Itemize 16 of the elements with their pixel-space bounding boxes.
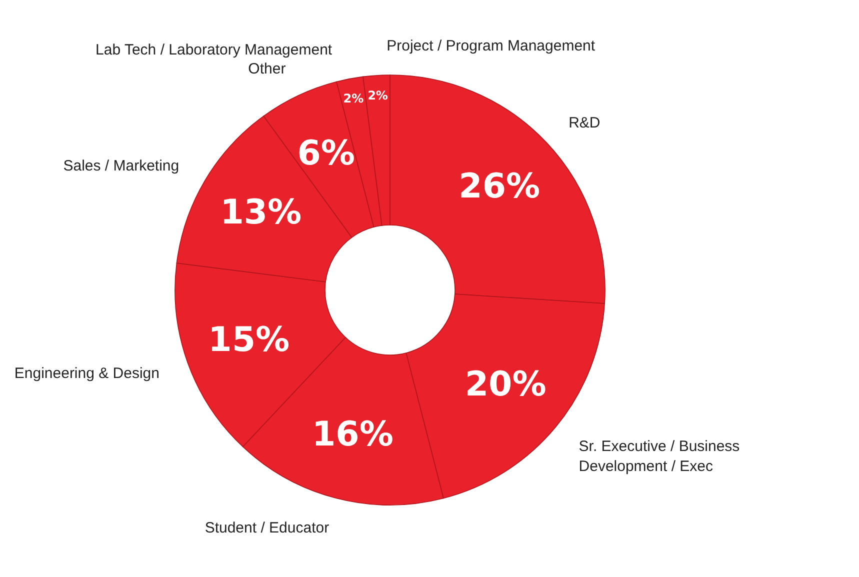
- slice-label: Sr. Executive / Business Development / Exec: [578, 438, 740, 476]
- data-label: 13%: [220, 192, 302, 233]
- data-label: 16%: [312, 414, 394, 454]
- data-label: 20%: [464, 364, 546, 405]
- data-label: 26%: [458, 166, 540, 206]
- slice-label: Sales / Marketing: [63, 157, 180, 174]
- slice-label: Lab Tech / Laboratory Management: [96, 41, 333, 58]
- data-label: 2%: [368, 88, 388, 102]
- slice-label: Engineering & Design: [14, 364, 160, 382]
- data-label: 6%: [297, 133, 355, 174]
- slice-label: Student / Educator: [204, 519, 330, 536]
- data-label: 2%: [343, 91, 364, 106]
- slice-label: R&D: [568, 114, 600, 132]
- data-label: 15%: [208, 320, 290, 360]
- slice-label: Project / Program Management: [386, 37, 596, 54]
- slice-label: Other: [248, 60, 286, 78]
